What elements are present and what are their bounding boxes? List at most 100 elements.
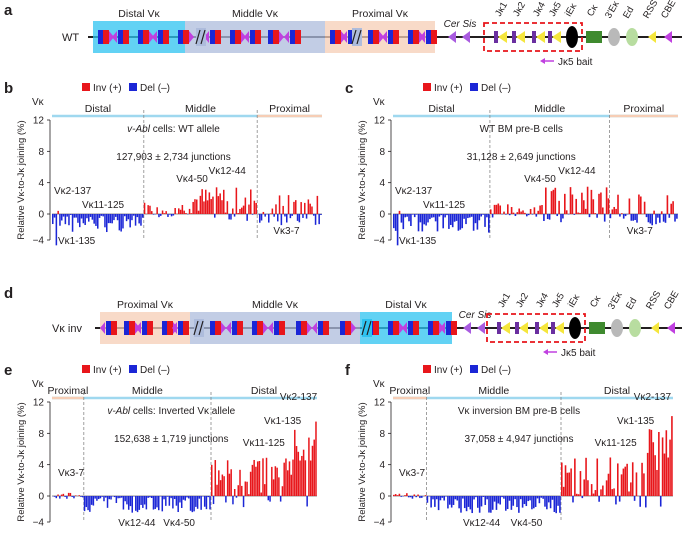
j-label: Jκ1: [496, 291, 513, 309]
bar: [77, 214, 79, 223]
bar: [441, 496, 444, 498]
bar: [232, 496, 234, 505]
bar: [269, 213, 272, 214]
bar: [412, 214, 414, 215]
bar: [486, 214, 488, 218]
bar: [117, 496, 119, 499]
bar: [71, 496, 73, 497]
bar: [553, 496, 556, 512]
v-segment: [210, 30, 215, 44]
bar: [459, 214, 462, 230]
bar: [106, 214, 108, 233]
bar: [179, 496, 181, 503]
bar: [253, 200, 256, 214]
bar: [309, 203, 311, 214]
ck-label: Cκ: [588, 294, 603, 310]
v-segment: [273, 30, 279, 44]
bar: [188, 208, 191, 214]
bar: [110, 496, 112, 500]
v-segment: [230, 30, 235, 44]
bar: [115, 496, 118, 504]
v-segment: [330, 30, 335, 44]
condition-label: v-Abl cells: Inverted Vκ allele: [107, 406, 235, 417]
rss-triangle: [284, 31, 289, 43]
bar: [255, 466, 257, 496]
bar: [664, 214, 667, 223]
v-segment: [235, 30, 241, 44]
bar: [276, 467, 278, 496]
bar: [657, 214, 659, 218]
bar: [259, 214, 261, 223]
bar: [539, 205, 541, 214]
bar: [307, 199, 310, 214]
region-label: Middle: [132, 385, 163, 397]
sis-triangle: [462, 31, 470, 43]
bar: [550, 191, 553, 214]
y-tick-label: 4: [379, 460, 385, 471]
bar: [564, 465, 567, 496]
bar: [674, 214, 676, 222]
panel-c: c Inv (+) Del (–) Vκ Distal Middle Proximal 12…: [343, 80, 685, 265]
bar: [64, 496, 66, 497]
bar: [101, 496, 103, 497]
bar: [602, 485, 604, 496]
break-mark: [361, 320, 367, 336]
bar: [520, 211, 522, 214]
bar: [265, 457, 268, 496]
bar: [149, 205, 151, 214]
bar: [297, 451, 300, 496]
bar: [658, 432, 660, 496]
junctions-label: 31,128 ± 2,649 junctions: [467, 152, 576, 163]
bar: [90, 496, 93, 505]
y-axis-label: Relative Vκ-to-Jκ joining (%): [357, 120, 368, 239]
region-label: Distal: [85, 103, 111, 115]
ck-label: Cκ: [585, 3, 600, 19]
region-label: Distal Vκ: [118, 8, 160, 20]
bar: [267, 496, 270, 501]
bar: [633, 496, 636, 501]
bar: [449, 496, 451, 505]
bar: [320, 214, 322, 216]
bar: [57, 494, 59, 496]
bar: [431, 214, 433, 218]
bar: [284, 214, 286, 217]
v-segment: [431, 30, 437, 44]
bar: [174, 208, 176, 214]
bar: [83, 496, 86, 512]
bar: [218, 470, 220, 496]
annotation-label: Vκ2-137: [280, 392, 318, 403]
bar: [482, 496, 485, 497]
legend-inv-label: Inv (+): [93, 365, 122, 376]
v-segment: [433, 321, 439, 335]
bar: [489, 209, 492, 214]
bar: [131, 496, 134, 513]
v-segment: [296, 321, 301, 335]
bar: [249, 471, 252, 496]
bar: [286, 214, 288, 223]
bar: [219, 193, 221, 214]
j-rss: [539, 322, 548, 334]
panel-label-c: c: [345, 80, 354, 97]
bar: [402, 214, 405, 230]
bar: [143, 202, 146, 214]
j-label: Jκ2: [514, 291, 531, 309]
bar: [607, 473, 610, 496]
bar: [140, 496, 142, 505]
bar: [508, 214, 511, 216]
v-segment: [451, 321, 457, 335]
bar: [119, 496, 121, 499]
bar: [596, 214, 598, 218]
legend-inv-swatch: [82, 365, 90, 373]
bar: [299, 460, 301, 496]
bar: [298, 214, 301, 223]
bar: [484, 214, 486, 227]
bar: [152, 214, 155, 215]
bar: [241, 207, 243, 214]
j-segment: [494, 31, 498, 43]
chart-b: Inv (+) Del (–) Vκ Distal Middle Proximal 12 8 4…: [16, 83, 322, 247]
vk-label: Vκ: [32, 379, 45, 390]
bar: [527, 496, 529, 502]
annotation-label: Vκ12-44: [209, 166, 247, 177]
bar: [62, 214, 65, 217]
bar: [87, 496, 89, 511]
